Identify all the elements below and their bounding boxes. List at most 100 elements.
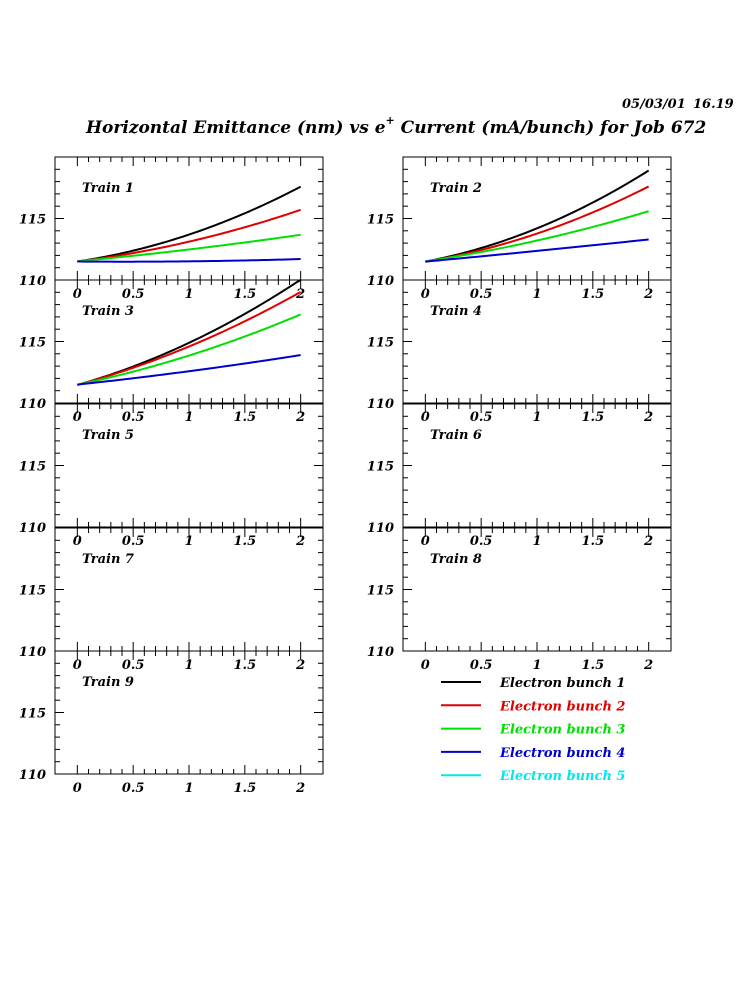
x-tick-label: 0.5 [122, 658, 145, 673]
series-line-electron-bunch-3 [425, 210, 649, 263]
y-tick-label: 115 [19, 707, 46, 722]
panel-train-1: 110 115 0 0.5 1 1.5 2 Train 1 [19, 156, 324, 302]
panel-train-6: 110 115 0 0.5 1 1.5 2 Train 6 [367, 403, 672, 549]
figure-title: Horizontal Emittance (nm) vs e+ Current … [85, 114, 706, 138]
series-line-electron-bunch-2 [77, 208, 301, 263]
figure-title-main: Horizontal Emittance (nm) vs e [85, 118, 386, 138]
panel-train-9: 110 115 0 0.5 1 1.5 2 Train 9 [19, 650, 324, 796]
panel-frame [402, 156, 672, 281]
x-tick-label: 2 [295, 658, 305, 673]
y-tick-label: 115 [367, 336, 394, 351]
x-tick-label: 2 [295, 534, 305, 549]
x-tick-label: 1.5 [234, 781, 257, 796]
x-tick-label: 1 [184, 534, 193, 549]
series-line-electron-bunch-4 [425, 238, 649, 263]
x-tick-label: 2 [295, 781, 305, 796]
panel-train-7: 110 115 0 0.5 1 1.5 2 Train 7 [19, 527, 324, 673]
figure-title-sup: + [386, 114, 395, 127]
y-tick-label: 110 [19, 768, 46, 783]
panel-train-2: 110 115 0 0.5 1 1.5 2 Train 2 [367, 156, 672, 302]
x-tick-label: 1 [532, 658, 541, 673]
x-tick-label: 0 [421, 658, 430, 673]
panel-title: Train 7 [82, 552, 134, 567]
x-tick-label: 0.5 [122, 287, 145, 302]
y-tick-label: 115 [367, 460, 394, 475]
x-tick-label: 0.5 [470, 410, 493, 425]
time-label: 16.19 [693, 97, 734, 112]
y-tick-label: 115 [367, 213, 394, 228]
panel-title: Train 5 [82, 428, 134, 443]
x-tick-label: 1 [184, 781, 193, 796]
x-tick-label: 1.5 [234, 534, 257, 549]
x-tick-label: 0 [73, 658, 82, 673]
x-tick-label: 1.5 [582, 658, 605, 673]
x-tick-label: 1.5 [234, 410, 257, 425]
x-tick-label: 1.5 [582, 534, 605, 549]
x-tick-label: 1 [532, 287, 541, 302]
x-tick-label: 0 [421, 287, 430, 302]
x-tick-label: 2 [295, 410, 305, 425]
x-tick-label: 2 [643, 287, 653, 302]
x-tick-label: 1.5 [234, 658, 257, 673]
x-tick-label: 0 [73, 287, 82, 302]
y-tick-label: 110 [367, 274, 394, 289]
panel-train-5: 110 115 0 0.5 1 1.5 2 Train 5 [19, 403, 324, 549]
x-tick-label: 0.5 [470, 658, 493, 673]
panel-train-8: 110 115 0 0.5 1 1.5 2 Train 8 [367, 527, 672, 673]
x-tick-label: 0 [421, 410, 430, 425]
series-line-electron-bunch-1 [77, 185, 302, 263]
x-tick-label: 1 [184, 410, 193, 425]
x-tick-label: 0 [73, 781, 82, 796]
series-line-electron-bunch-3 [77, 233, 301, 263]
x-tick-label: 0.5 [470, 534, 493, 549]
y-tick-label: 115 [19, 460, 46, 475]
series-line-electron-bunch-4 [77, 354, 301, 386]
x-tick-label: 2 [643, 410, 653, 425]
series-line-electron-bunch-2 [77, 291, 302, 386]
panel-title: Train 8 [430, 552, 482, 567]
x-tick-label: 0.5 [470, 287, 493, 302]
panel-title: Train 1 [82, 181, 134, 196]
y-tick-label: 110 [367, 645, 394, 660]
x-tick-label: 1 [184, 287, 193, 302]
panel-title: Train 6 [430, 428, 482, 443]
figure-title-rest: Current (mA/bunch) for Job 672 [395, 118, 707, 138]
series-line-electron-bunch-4 [77, 258, 301, 263]
y-tick-label: 115 [19, 336, 46, 351]
x-tick-label: 0.5 [122, 410, 145, 425]
date-label: 05/03/01 [622, 97, 686, 112]
y-tick-label: 110 [19, 274, 46, 289]
x-tick-label: 2 [643, 658, 653, 673]
legend-label: Electron bunch 1 [499, 676, 625, 691]
panel-title: Train 3 [82, 304, 134, 319]
y-tick-label: 110 [19, 521, 46, 536]
panel-title: Train 4 [430, 304, 482, 319]
y-tick-label: 110 [367, 521, 394, 536]
series-line-electron-bunch-3 [77, 313, 302, 386]
legend: Electron bunch 1 Electron bunch 2 Electron… [441, 676, 625, 784]
x-tick-label: 0 [73, 410, 82, 425]
x-tick-label: 1.5 [582, 287, 605, 302]
legend-label: Electron bunch 2 [499, 699, 625, 714]
panel-train-4: 110 115 0 0.5 1 1.5 2 Train 4 [367, 279, 672, 425]
x-tick-label: 1.5 [582, 410, 605, 425]
legend-label: Electron bunch 4 [499, 746, 625, 761]
y-tick-label: 110 [19, 645, 46, 660]
x-tick-label: 2 [295, 287, 305, 302]
x-tick-label: 1.5 [234, 287, 257, 302]
y-tick-label: 115 [367, 584, 394, 599]
panel-title: Train 9 [82, 675, 134, 690]
x-tick-label: 0 [421, 534, 430, 549]
x-tick-label: 0.5 [122, 781, 145, 796]
y-tick-label: 115 [19, 213, 46, 228]
legend-label: Electron bunch 3 [499, 723, 625, 738]
x-tick-label: 1 [184, 658, 193, 673]
legend-label: Electron bunch 5 [499, 769, 625, 784]
x-tick-label: 1 [532, 410, 541, 425]
y-tick-label: 110 [19, 397, 46, 412]
panel-train-3: 110 115 0 0.5 1 1.5 2 Train 3 [19, 279, 324, 425]
x-tick-label: 1 [532, 534, 541, 549]
series-line-electron-bunch-1 [425, 169, 650, 263]
